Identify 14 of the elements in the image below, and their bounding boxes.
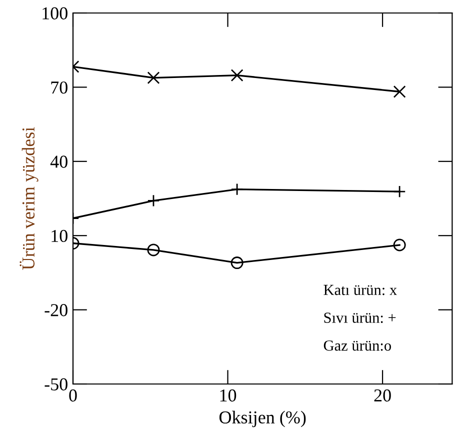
y-axis-title: Ürün verim yüzdesi — [20, 127, 38, 270]
annotation: Katı ürün: x — [324, 284, 397, 296]
y-tick-label: 40 — [50, 156, 68, 168]
x-tick-label: 0 — [69, 389, 77, 402]
x-tick-label: 10 — [220, 389, 236, 402]
annotation: Gaz ürün:o — [324, 340, 391, 351]
y-tick-label: 70 — [51, 81, 68, 94]
x-tick-label: 20 — [374, 389, 391, 402]
annotation: Sıvı ürün: + — [324, 312, 396, 323]
y-tick-label: -50 — [44, 378, 68, 390]
x-axis-title: Oksijen (%) — [219, 410, 306, 428]
y-tick-label: -20 — [44, 304, 68, 316]
y-tick-label: 10 — [52, 230, 68, 242]
y-tick-label: 100 — [42, 7, 68, 20]
